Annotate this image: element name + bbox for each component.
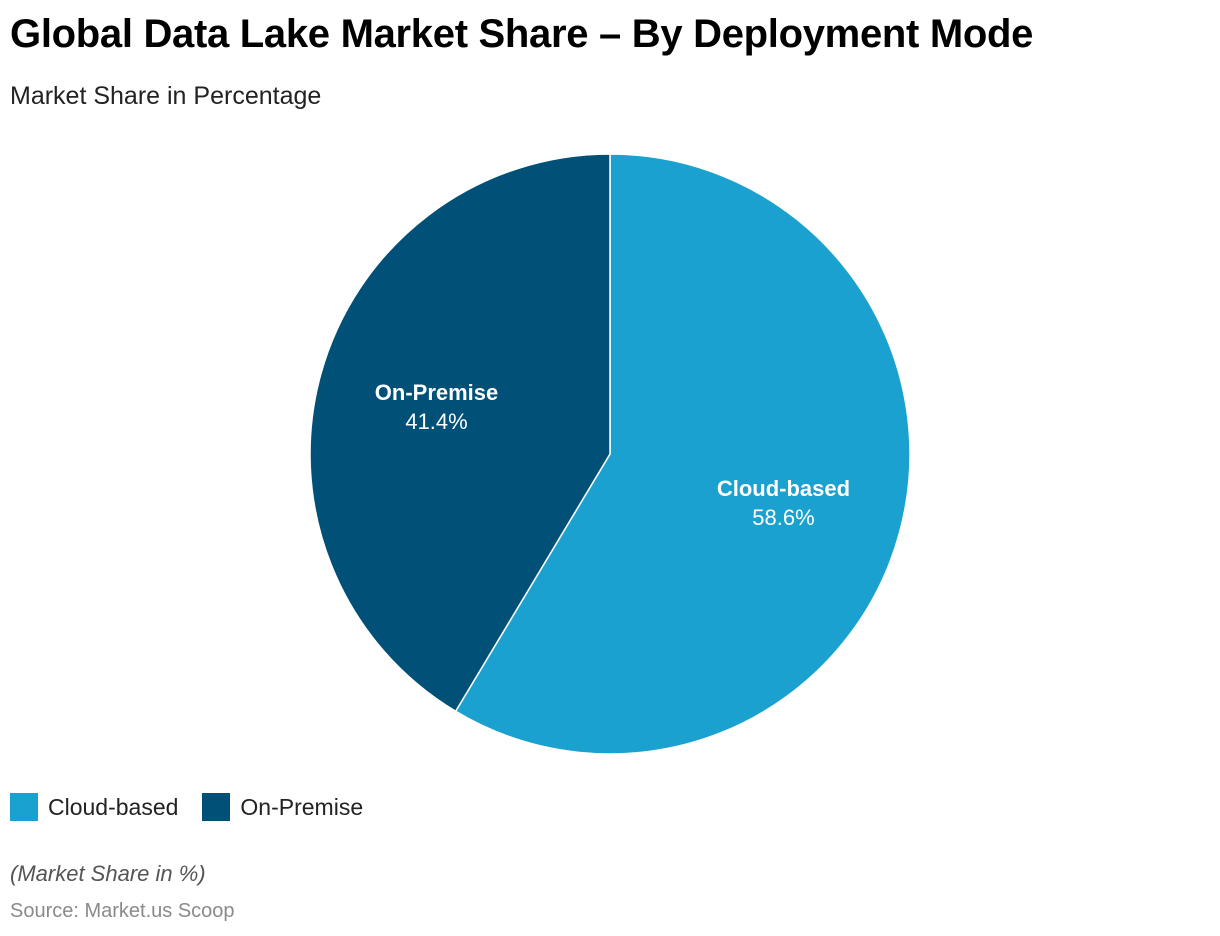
legend-item-on-premise: On-Premise — [202, 793, 363, 821]
chart-subtitle: Market Share in Percentage — [10, 82, 322, 110]
slice-value-on-premise: 41.4% — [405, 409, 467, 434]
legend-label-on-premise: On-Premise — [240, 793, 364, 820]
slice-label-on-premise: On-Premise — [375, 380, 499, 405]
chart-title: Global Data Lake Market Share – By Deplo… — [10, 12, 1034, 56]
pie-chart: Cloud-based 58.6% On-Premise 41.4% — [309, 153, 911, 755]
legend: Cloud-based On-Premise — [10, 793, 387, 821]
footnote: (Market Share in %) — [10, 861, 206, 886]
slice-label-cloud-based: Cloud-based — [717, 476, 850, 501]
pie-slice-on-premise — [309, 153, 611, 713]
legend-swatch-cloud-based — [10, 793, 38, 821]
legend-swatch-on-premise — [202, 793, 231, 821]
pie-slices — [309, 153, 911, 755]
pie-slice-cloud-based — [454, 153, 911, 755]
slice-value-cloud-based: 58.6% — [752, 505, 814, 530]
source-note: Source: Market.us Scoop — [10, 900, 235, 922]
legend-label-cloud-based: Cloud-based — [48, 793, 179, 820]
legend-item-cloud-based: Cloud-based — [10, 793, 178, 821]
pie-labels: Cloud-based 58.6% On-Premise 41.4% — [375, 380, 850, 530]
